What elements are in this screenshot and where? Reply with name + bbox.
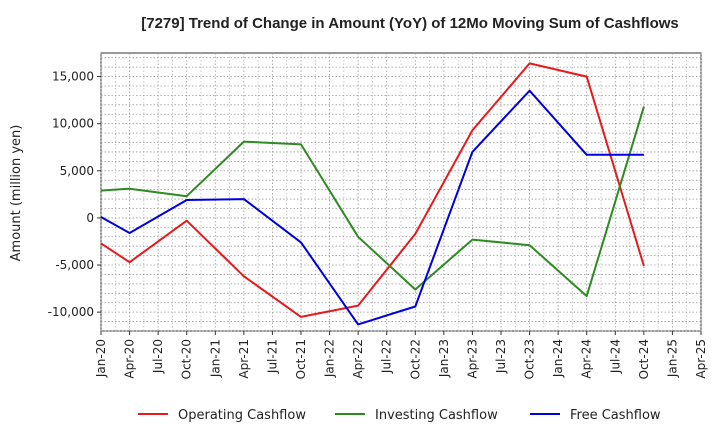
legend: Operating Cashflow Investing Cashflow Free… — [138, 408, 661, 423]
y-tick-label: 5,000 — [60, 164, 94, 178]
investing-cashflow-legend-label: Investing Cashflow — [375, 408, 498, 423]
x-tick-label: Jan-24 — [551, 339, 565, 378]
x-tick-label: Jan-21 — [208, 339, 222, 378]
x-tick-label: Oct-21 — [294, 339, 308, 379]
y-tick-label: -10,000 — [48, 305, 94, 319]
y-tick-label: 15,000 — [52, 70, 94, 84]
investing-cashflow-line — [100, 106, 645, 298]
x-axis-ticks: Jan-20 Apr-20 Jul-20 Oct-20 Jan-21 Apr-21 Jul-… — [94, 331, 708, 379]
y-tick-label: -5,000 — [55, 258, 94, 272]
free-cashflow-line — [100, 89, 644, 326]
x-tick-label: Oct-20 — [180, 339, 194, 379]
x-tick-label: Jul-22 — [380, 339, 394, 374]
x-tick-label: Apr-24 — [580, 339, 594, 379]
x-tick-label: Jul-23 — [494, 339, 508, 374]
x-tick-label: Jan-22 — [323, 339, 337, 378]
x-tick-label: Jan-23 — [437, 339, 451, 378]
x-tick-label: Apr-25 — [694, 339, 708, 379]
y-axis-ticks: -10,000 -5,000 0 5,000 10,000 15,000 — [48, 70, 101, 319]
y-tick-label: 10,000 — [52, 117, 94, 131]
x-tick-label: Oct-22 — [408, 339, 422, 379]
x-tick-label: Oct-24 — [637, 339, 651, 379]
x-tick-label: Apr-23 — [465, 339, 479, 379]
x-tick-label: Jul-24 — [608, 339, 622, 374]
free-cashflow-legend-label: Free Cashflow — [570, 408, 661, 423]
operating-cashflow-line — [100, 62, 645, 318]
x-tick-label: Jan-25 — [665, 339, 679, 378]
x-tick-label: Apr-21 — [237, 339, 251, 379]
x-tick-label: Jan-20 — [94, 339, 108, 378]
x-tick-label: Apr-22 — [351, 339, 365, 379]
x-tick-label: Apr-20 — [123, 339, 137, 379]
grid — [100, 53, 702, 332]
operating-cashflow-legend-label: Operating Cashflow — [178, 408, 306, 423]
y-tick-label: 0 — [86, 211, 94, 225]
x-tick-label: Oct-23 — [523, 339, 537, 379]
x-tick-label: Jul-20 — [151, 339, 165, 374]
chart-title: [7279] Trend of Change in Amount (YoY) o… — [141, 15, 679, 32]
x-tick-label: Jul-21 — [265, 339, 279, 374]
y-axis-label: Amount (million yen) — [9, 125, 24, 262]
series-lines — [100, 62, 645, 326]
